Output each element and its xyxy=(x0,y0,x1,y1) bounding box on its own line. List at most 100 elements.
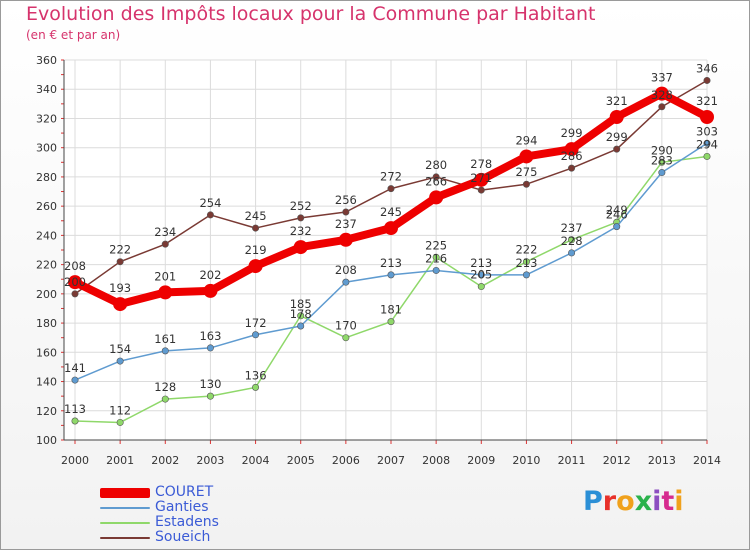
data-label-couret: 208 xyxy=(64,259,86,273)
point-ganties xyxy=(613,223,621,231)
y-tick-label: 140 xyxy=(36,376,57,389)
data-label-estadens: 136 xyxy=(245,368,267,382)
chart-legend: COURET Ganties Estadens Soueich xyxy=(100,485,219,545)
point-estadens xyxy=(71,417,79,425)
x-tick-label: 2011 xyxy=(558,454,586,467)
point-ganties xyxy=(432,266,440,274)
data-label-estadens: 225 xyxy=(425,238,447,252)
data-label-couret: 201 xyxy=(154,269,176,283)
data-label-ganties: 213 xyxy=(470,256,492,270)
chart-title: Evolution des Impôts locaux pour la Comm… xyxy=(26,3,596,25)
y-tick-label: 360 xyxy=(36,54,57,67)
legend-label: COURET xyxy=(155,484,214,500)
data-label-couret: 321 xyxy=(696,94,718,108)
point-soueich xyxy=(522,180,530,188)
chart-subtitle: (en € et par an) xyxy=(26,28,121,42)
point-estadens xyxy=(297,312,305,320)
data-label-couret: 278 xyxy=(470,157,492,171)
grid-layer xyxy=(64,59,708,441)
point-ganties xyxy=(342,278,350,286)
point-estadens xyxy=(206,392,214,400)
legend-item-soueich: Soueich xyxy=(100,530,219,545)
point-soueich xyxy=(703,76,711,84)
x-tick-label: 2006 xyxy=(332,454,360,467)
point-soueich xyxy=(71,290,79,298)
x-tick-label: 2013 xyxy=(648,454,676,467)
point-ganties xyxy=(658,169,666,177)
x-tick-label: 2014 xyxy=(693,454,721,467)
series-layer xyxy=(68,76,714,426)
point-ganties xyxy=(568,249,576,257)
legend-label: Estadens xyxy=(155,514,219,530)
point-estadens xyxy=(658,158,666,166)
data-label-couret: 245 xyxy=(380,205,402,219)
data-label-estadens: 294 xyxy=(696,137,718,151)
point-soueich xyxy=(432,173,440,181)
data-label-estadens: 205 xyxy=(470,268,492,282)
logo-letter: x xyxy=(634,486,653,517)
data-label-soueich: 280 xyxy=(425,158,447,172)
logo-letter: i xyxy=(674,486,684,517)
data-label-estadens: 181 xyxy=(380,303,402,317)
data-label-soueich: 328 xyxy=(651,88,673,102)
point-soueich xyxy=(252,224,260,232)
point-estadens xyxy=(477,283,485,291)
data-label-soueich: 234 xyxy=(154,225,176,239)
data-label-estadens: 185 xyxy=(290,297,312,311)
point-soueich xyxy=(387,185,395,193)
point-couret xyxy=(700,110,714,124)
point-couret xyxy=(338,232,353,247)
point-ganties xyxy=(206,344,214,352)
point-estadens xyxy=(522,258,530,266)
x-tick-label: 2000 xyxy=(61,454,89,467)
data-label-ganties: 208 xyxy=(335,263,357,277)
point-estadens xyxy=(161,395,169,403)
data-label-couret: 237 xyxy=(335,217,357,231)
data-label-ganties: 246 xyxy=(606,208,628,222)
point-soueich xyxy=(342,208,350,216)
x-tick-label: 2005 xyxy=(287,454,315,467)
data-label-couret: 219 xyxy=(245,243,267,257)
data-label-soueich: 245 xyxy=(245,209,267,223)
data-label-ganties: 216 xyxy=(425,251,447,265)
data-label-couret: 321 xyxy=(606,94,628,108)
data-label-couret: 294 xyxy=(515,133,537,147)
point-couret xyxy=(429,190,444,205)
data-label-soueich: 200 xyxy=(64,275,86,289)
point-couret xyxy=(158,285,173,300)
point-estadens xyxy=(432,253,440,261)
x-tick-label: 2003 xyxy=(196,454,224,467)
point-soueich xyxy=(206,211,214,219)
data-label-ganties: 283 xyxy=(651,154,673,168)
data-label-ganties: 303 xyxy=(696,124,718,138)
legend-swatch xyxy=(100,521,150,524)
point-soueich xyxy=(297,214,305,222)
logo-letter: t xyxy=(661,486,675,517)
data-label-ganties: 161 xyxy=(154,332,176,346)
data-label-couret: 202 xyxy=(199,268,221,282)
point-soueich xyxy=(477,186,485,194)
point-estadens xyxy=(703,152,711,160)
legend-item-estadens: Estadens xyxy=(100,515,219,530)
point-couret xyxy=(609,110,624,124)
legend-swatch xyxy=(100,536,150,539)
x-tick-label: 2008 xyxy=(422,454,450,467)
data-label-ganties: 141 xyxy=(64,361,86,375)
y-tick-label: 100 xyxy=(36,434,57,447)
data-label-estadens: 237 xyxy=(561,221,583,235)
y-tick-label: 340 xyxy=(36,83,57,96)
point-estadens xyxy=(116,418,124,426)
data-label-estadens: 130 xyxy=(199,377,221,391)
logo-letter: P xyxy=(583,486,603,517)
x-tick-label: 2002 xyxy=(151,454,179,467)
x-tick-label: 2010 xyxy=(512,454,540,467)
point-ganties xyxy=(477,271,485,279)
data-label-soueich: 286 xyxy=(561,149,583,163)
x-tick-label: 2007 xyxy=(377,454,405,467)
y-tick-label: 240 xyxy=(36,229,57,242)
data-label-estadens: 113 xyxy=(64,402,86,416)
point-ganties xyxy=(703,139,711,147)
x-tick-label: 2009 xyxy=(467,454,495,467)
data-label-couret: 266 xyxy=(425,174,447,188)
legend-item-ganties: Ganties xyxy=(100,500,219,515)
